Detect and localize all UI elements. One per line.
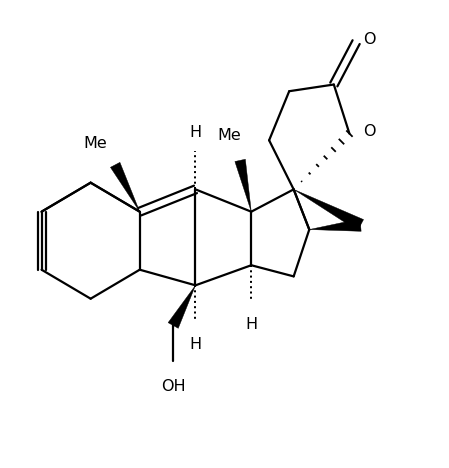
- Text: OH: OH: [161, 379, 185, 394]
- Polygon shape: [168, 285, 195, 328]
- Text: H: H: [245, 316, 257, 331]
- Polygon shape: [235, 159, 251, 212]
- Polygon shape: [110, 162, 140, 212]
- Text: O: O: [363, 32, 375, 47]
- Polygon shape: [294, 190, 364, 231]
- Text: H: H: [189, 125, 202, 140]
- Text: Me: Me: [217, 127, 241, 143]
- Text: H: H: [189, 336, 202, 351]
- Text: O: O: [363, 124, 375, 139]
- Text: Me: Me: [83, 137, 107, 152]
- Polygon shape: [309, 219, 361, 231]
